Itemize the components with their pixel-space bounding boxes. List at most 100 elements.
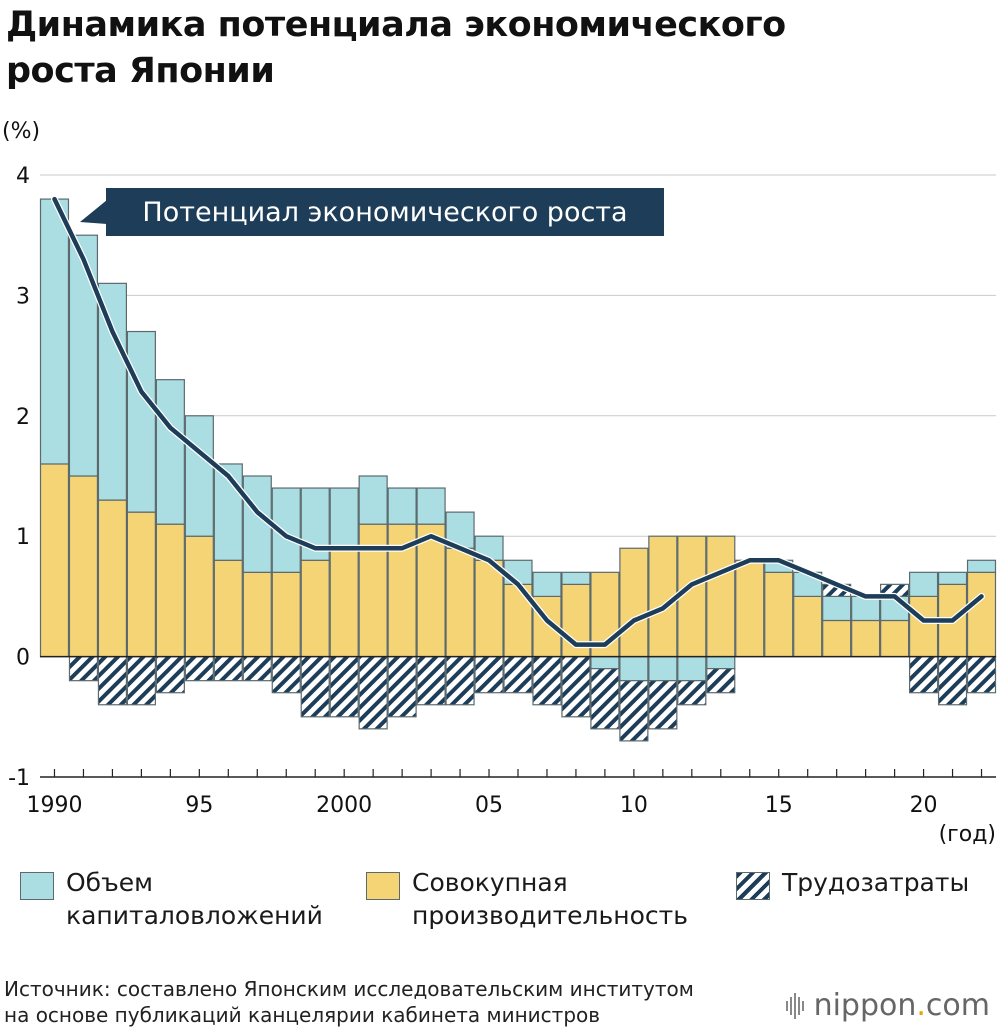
y-tick-label: 0 bbox=[16, 646, 30, 671]
bar-labor bbox=[387, 655, 417, 718]
x-tick-label: 10 bbox=[620, 793, 648, 818]
y-tick-label: 4 bbox=[16, 164, 30, 189]
bar-tfp bbox=[126, 511, 156, 658]
bar-labor bbox=[68, 655, 99, 682]
legend-label-tfp: Совокупная производительность bbox=[412, 866, 688, 932]
callout-pointer bbox=[80, 200, 107, 224]
bar-tfp bbox=[966, 571, 997, 658]
bar-labor bbox=[706, 668, 736, 694]
bar-labor bbox=[445, 655, 475, 706]
bar-labor bbox=[155, 655, 185, 694]
bar-labor bbox=[97, 655, 128, 706]
bar-labor bbox=[966, 655, 997, 694]
line-callout: Потенциал экономического роста bbox=[80, 188, 664, 236]
bar-labor bbox=[358, 655, 388, 730]
bar-tfp bbox=[908, 595, 939, 658]
x-tick-label: 15 bbox=[765, 793, 793, 818]
bar-labor bbox=[184, 655, 214, 682]
legend-label-capital-line-1: Объем bbox=[66, 868, 153, 897]
bar-labor bbox=[677, 680, 707, 706]
x-tick-label: 1990 bbox=[26, 793, 82, 818]
bar-tfp bbox=[619, 547, 649, 658]
bar-labor bbox=[329, 655, 359, 718]
bar-capital bbox=[213, 463, 243, 561]
bar-tfp bbox=[68, 475, 99, 658]
chart-title-line-1: Динамика потенциала экономического bbox=[6, 5, 786, 45]
bar-labor bbox=[271, 655, 301, 694]
bar-capital bbox=[68, 234, 99, 477]
bar-tfp bbox=[213, 559, 243, 658]
bar-tfp bbox=[445, 547, 475, 658]
logo-suffix: com bbox=[925, 988, 990, 1023]
bar-capital bbox=[97, 282, 128, 501]
bar-labor bbox=[503, 655, 533, 694]
bar-capital bbox=[590, 655, 620, 670]
bar-tfp bbox=[764, 571, 794, 658]
legend-label-labor: Трудозатраты bbox=[782, 866, 969, 899]
bar-capital bbox=[677, 655, 707, 682]
bar-capital bbox=[822, 595, 852, 622]
bar-capital bbox=[648, 655, 678, 682]
chart-title-line-2: роста Японии bbox=[6, 51, 275, 91]
bar-tfp bbox=[97, 499, 128, 658]
y-tick-label: 1 bbox=[16, 525, 30, 550]
axes: -1 0 1 2 3 4 1990 95 2000 05 10 15 20 bbox=[8, 164, 996, 818]
x-tick-label: 20 bbox=[910, 793, 938, 818]
callout-label: Потенциал экономического роста bbox=[142, 197, 627, 228]
bar-labor bbox=[619, 680, 649, 742]
bar-tfp bbox=[184, 535, 214, 658]
bar-labor bbox=[532, 655, 562, 706]
growth-line bbox=[51, 195, 985, 649]
x-tick-label: 95 bbox=[185, 793, 213, 818]
bar-capital bbox=[387, 487, 417, 525]
bar-tfp bbox=[706, 535, 736, 658]
bar-labor bbox=[561, 655, 591, 718]
bar-labor bbox=[937, 655, 968, 706]
bar-labor bbox=[242, 655, 272, 682]
legend-item-labor: Трудозатраты bbox=[736, 866, 969, 900]
bar-tfp bbox=[358, 523, 388, 658]
y-tick-label: -1 bbox=[8, 766, 30, 791]
legend-swatch-labor bbox=[736, 872, 770, 900]
bar-tfp bbox=[880, 619, 910, 658]
y-tick-label: 3 bbox=[16, 284, 30, 309]
bar-capital bbox=[416, 487, 446, 525]
x-tick-label: 05 bbox=[475, 793, 503, 818]
bar-capital bbox=[155, 379, 185, 525]
bar-capital bbox=[358, 475, 388, 525]
bar-capital bbox=[532, 571, 562, 598]
bar-capital bbox=[706, 655, 736, 670]
legend-label-capital-line-2: капиталовложений bbox=[66, 901, 323, 930]
source-line-1: Источник: составлено Японским исследоват… bbox=[4, 977, 694, 1001]
legend-label-tfp-line-2: производительность bbox=[412, 901, 688, 930]
bar-capital bbox=[937, 571, 968, 585]
bar-labor bbox=[300, 655, 330, 718]
nippon-logo: nippon. com bbox=[785, 988, 990, 1023]
bar-capital bbox=[619, 655, 649, 682]
bar-tfp bbox=[851, 619, 881, 658]
bar-labor bbox=[590, 668, 620, 730]
bar-labor bbox=[908, 655, 939, 694]
bar-capital bbox=[271, 487, 301, 573]
y-tick-label: 2 bbox=[16, 405, 30, 430]
legend-label-labor-line-1: Трудозатраты bbox=[782, 868, 970, 897]
bar-labor bbox=[416, 655, 446, 706]
growth-line-path bbox=[52, 196, 984, 647]
bar-tfp bbox=[155, 523, 185, 658]
bar-capital bbox=[126, 330, 156, 513]
bar-tfp bbox=[242, 571, 272, 658]
logo-text: nippon bbox=[813, 988, 917, 1023]
chart-title: Динамика потенциала экономического роста… bbox=[6, 2, 906, 94]
bar-capital bbox=[329, 487, 359, 549]
stacked-bars bbox=[39, 198, 997, 742]
bar-tfp bbox=[300, 559, 330, 658]
bar-labor bbox=[126, 655, 156, 706]
legend-label-tfp-line-1: Совокупная bbox=[412, 868, 568, 897]
bar-tfp bbox=[329, 547, 359, 658]
callout-box bbox=[106, 188, 664, 236]
bar-tfp bbox=[793, 595, 823, 658]
bar-tfp bbox=[271, 571, 301, 658]
logo-dot: . bbox=[916, 988, 926, 1023]
bar-labor bbox=[474, 655, 504, 694]
bar-tfp bbox=[474, 559, 504, 658]
